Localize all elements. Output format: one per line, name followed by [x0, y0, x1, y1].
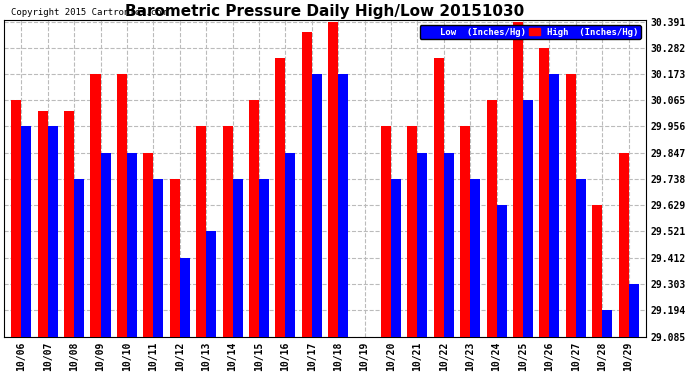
Bar [602, 310, 612, 337]
Bar [179, 258, 190, 337]
Bar [312, 74, 322, 337]
Bar [233, 179, 243, 337]
Bar [275, 58, 286, 337]
Bar [196, 126, 206, 337]
Bar [497, 206, 506, 337]
Bar [523, 100, 533, 337]
Bar [417, 153, 427, 337]
Bar [286, 153, 295, 337]
Bar [222, 126, 233, 337]
Bar [302, 32, 312, 337]
Bar [407, 126, 417, 337]
Bar [74, 179, 84, 337]
Bar [566, 74, 575, 337]
Bar [470, 179, 480, 337]
Bar [170, 179, 179, 337]
Bar [391, 179, 401, 337]
Bar [127, 153, 137, 337]
Bar [21, 126, 31, 337]
Bar [259, 179, 269, 337]
Bar [513, 21, 523, 337]
Bar [618, 153, 629, 337]
Bar [381, 126, 391, 337]
Text: Copyright 2015 Cartronics.com: Copyright 2015 Cartronics.com [10, 8, 166, 16]
Bar [101, 153, 110, 337]
Bar [486, 100, 497, 337]
Title: Barometric Pressure Daily High/Low 20151030: Barometric Pressure Daily High/Low 20151… [126, 4, 524, 19]
Bar [549, 74, 560, 337]
Bar [338, 74, 348, 337]
Bar [144, 153, 153, 337]
Bar [11, 100, 21, 337]
Bar [38, 111, 48, 337]
Bar [434, 58, 444, 337]
Bar [249, 100, 259, 337]
Bar [629, 284, 638, 337]
Bar [48, 126, 58, 337]
Bar [206, 231, 216, 337]
Legend: Low  (Inches/Hg), High  (Inches/Hg): Low (Inches/Hg), High (Inches/Hg) [420, 25, 641, 39]
Bar [460, 126, 470, 337]
Bar [540, 48, 549, 337]
Bar [328, 21, 338, 337]
Bar [64, 111, 74, 337]
Bar [117, 74, 127, 337]
Bar [575, 179, 586, 337]
Bar [90, 74, 101, 337]
Bar [592, 206, 602, 337]
Bar [153, 179, 164, 337]
Bar [444, 153, 454, 337]
